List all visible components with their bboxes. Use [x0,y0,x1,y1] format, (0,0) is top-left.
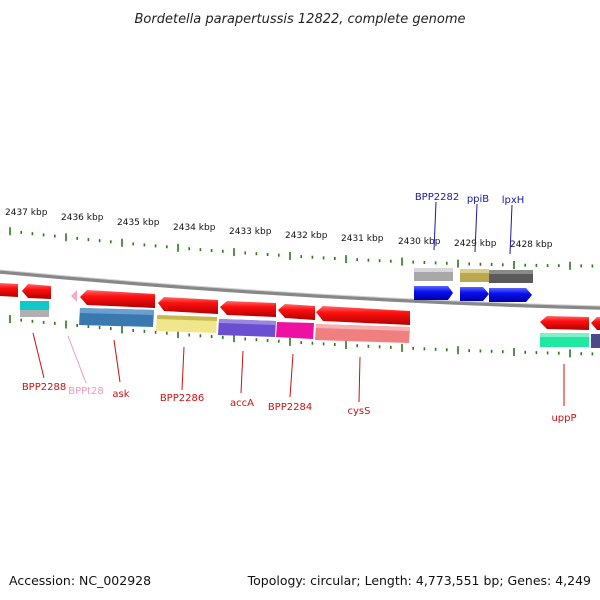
kbp-label-2436: 2436 kbp [61,213,104,223]
leader-bpp2282 [433,201,437,251]
gene-arrow-bpp2288 [22,284,51,299]
gene-label-bpp2282: BPP2282 [415,192,459,203]
gene-label-bpp2286: BPP2286 [160,393,204,404]
leader-ask [113,339,121,383]
gene-arrow-bppt28 [71,290,77,302]
band-uppp-top [540,333,589,337]
band-ask-top [80,308,154,315]
gene-arrow-bpp2284 [278,304,315,320]
gene-arrow-acca [220,301,276,317]
gene-arrow-ppib [460,287,489,301]
band-ppib-top [460,269,489,273]
band-bpp2288-cyan [20,301,49,310]
kbp-label-2431: 2431 kbp [341,234,384,244]
gene-label-ppib: ppiB [467,194,489,205]
band-right-partial [591,334,600,348]
band-bpp2286-top [157,315,217,321]
gene-label-bppt28: BPPt28 [68,386,104,397]
kbp-label-2437: 2437 kbp [5,208,48,218]
gene-arrow-cyss [316,306,410,325]
gene-label-acca: accA [230,398,254,409]
kbp-label-2430: 2430 kbp [398,237,441,247]
plus-strand-cog-bands [414,268,533,283]
kbp-label-2428: 2428 kbp [510,240,553,250]
gene-labels: BPP2288 BPPt28 ask BPP2286 accA BPP2284 … [22,192,577,424]
leader-bpp2284 [289,353,294,398]
leader-lpxh [509,204,513,255]
leader-bpp2288 [32,332,45,379]
band-acca-top [219,319,276,325]
gene-label-cyss: cysS [348,406,371,417]
gene-arrow-ask [80,290,155,308]
band-cyss-top [316,324,410,331]
plus-strand-genes [414,286,532,302]
gene-arrow-left-partial [0,283,18,297]
leader-ppib [474,203,478,253]
gene-arrow-lpxh [489,288,532,302]
band-bpp2288-grey [20,310,49,317]
band-bpp2282-top [414,268,453,272]
band-bpp2284 [276,322,314,339]
kbp-label-2434: 2434 kbp [173,223,216,233]
gene-label-ask: ask [112,389,129,400]
gene-label-bpp2288: BPP2288 [22,382,66,393]
genome-summary-text: Topology: circular; Length: 4,773,551 bp… [247,573,591,588]
kbp-label-2433: 2433 kbp [229,227,272,237]
map-title: Bordetella parapertussis 12822, complete… [135,12,466,27]
top-tick-scale [9,227,594,270]
gene-arrow-bpp2286 [158,297,218,314]
leader-bpp2286 [181,346,185,391]
accession-text: Accession: NC_002928 [9,573,151,588]
minus-strand-genes [0,283,600,330]
leader-cyss [358,356,361,403]
kbp-scale-labels: 2437 kbp 2436 kbp 2435 kbp 2434 kbp 2433… [5,208,553,250]
gene-leader-lines [32,201,565,406]
kbp-label-2432: 2432 kbp [285,231,328,241]
gene-label-bpp2284: BPP2284 [268,402,312,413]
gene-label-lpxh: lpxH [502,195,525,206]
leader-acca [240,350,244,394]
gene-label-uppp: uppP [551,413,576,424]
genome-backbone-highlight [0,269,600,307]
gene-arrow-bpp2282 [414,286,453,300]
minus-strand-cog-bands [20,301,600,348]
genome-backbone [0,270,600,310]
kbp-label-2435: 2435 kbp [117,218,160,228]
leader-bppt28 [67,335,87,384]
gene-arrow-right-partial [591,317,600,330]
gene-arrow-uppp [540,316,589,330]
band-lpxh-top [489,270,533,274]
